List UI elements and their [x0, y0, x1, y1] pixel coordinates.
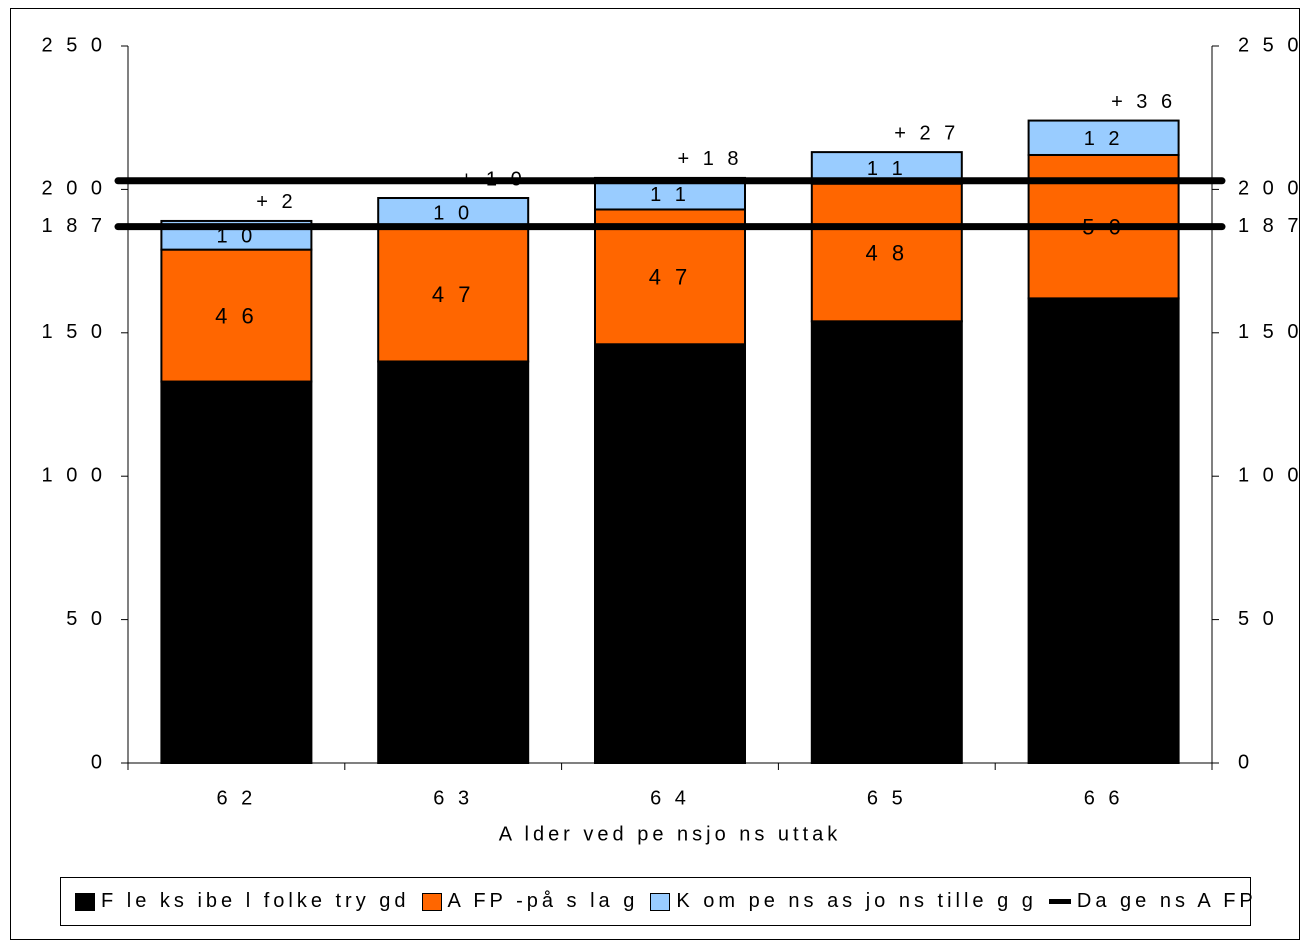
- y-tick-label-left: 1 5 0: [42, 321, 106, 343]
- bar-segment: [160, 380, 313, 764]
- bar-value-label: 4 7: [649, 265, 692, 290]
- y-tick-label-left: 0: [91, 751, 106, 773]
- bar-value-label: 1 4 6: [636, 541, 705, 566]
- x-tick-label: 6 3: [433, 787, 473, 809]
- legend-item-afp: A FP -på s la g: [421, 890, 639, 913]
- legend-swatch-black: [75, 892, 95, 911]
- bar-segment: [1027, 297, 1180, 764]
- y-tick-label-right-extra: 1 8 7: [1238, 215, 1302, 237]
- bar-value-label: 1 5 4: [852, 530, 921, 555]
- y-tick-label-right: 5 0: [1238, 608, 1278, 630]
- bar-value-label: 1 2: [1084, 128, 1124, 150]
- legend-label-kompensasjon: K om pe ns as jo ns tille g g: [676, 890, 1037, 912]
- legend-label-fleksibel: F le ks ibe l folke try gd: [101, 890, 410, 912]
- y-tick-label-left: 2 0 0: [42, 178, 106, 200]
- legend-item-dagens-afp: Da ge ns A FP: [1048, 890, 1257, 913]
- bar-value-label: 4 6: [215, 303, 258, 328]
- bar-value-label: 1 3 3: [202, 560, 271, 585]
- bar-diff-label: + 1 8: [677, 148, 742, 170]
- legend-item-fleksibel: F le ks ibe l folke try gd: [75, 890, 410, 913]
- y-tick-label-right: 2 5 0: [1238, 34, 1302, 56]
- bar-segment: [594, 343, 746, 764]
- y-tick-label-right: 2 0 0: [1238, 178, 1302, 200]
- bar-segment: [594, 208, 746, 346]
- bar-segment: [377, 225, 530, 363]
- x-axis-title: A lder ved pe nsjo ns uttak: [499, 823, 842, 845]
- legend-swatch-orange: [421, 892, 442, 911]
- legend-label-afp: A FP -på s la g: [447, 890, 639, 912]
- bar-value-label: 1 4 0: [419, 550, 488, 575]
- legend-item-kompensasjon: K om pe ns as jo ns tille g g: [650, 890, 1037, 913]
- y-tick-label-left: 1 0 0: [42, 464, 106, 486]
- chart-legend: F le ks ibe l folke try gd A FP -på s la…: [60, 877, 1253, 926]
- y-tick-label-right: 0: [1238, 751, 1253, 773]
- bar-value-label: 4 8: [866, 240, 909, 265]
- legend-swatch-blue: [650, 892, 671, 911]
- y-tick-label-right: 1 0 0: [1238, 464, 1302, 486]
- x-tick-label: 6 4: [650, 787, 690, 809]
- y-tick-label-left: 5 0: [66, 608, 106, 630]
- legend-label-dagens-afp: Da ge ns A FP: [1076, 890, 1257, 912]
- bar-value-label: 1 0: [433, 203, 473, 225]
- x-tick-label: 6 5: [867, 787, 907, 809]
- bar-segment: [377, 197, 530, 228]
- bar-value-label: 1 6 2: [1069, 519, 1138, 544]
- y-tick-label-left-extra: 1 8 7: [42, 215, 106, 237]
- bar-diff-label: + 3 6: [1111, 91, 1176, 113]
- bar-segment: [377, 360, 530, 764]
- legend-swatch-line: [1048, 899, 1071, 904]
- bar-segment: [810, 182, 963, 323]
- x-tick-label: 6 6: [1084, 787, 1124, 809]
- x-tick-label: 6 2: [216, 787, 256, 809]
- bar-segment: [1027, 119, 1180, 156]
- bar-diff-label: + 2: [256, 191, 296, 213]
- y-tick-label-right: 1 5 0: [1238, 321, 1302, 343]
- bar-value-label: 1 1: [650, 184, 690, 206]
- bar-value-label: 4 7: [432, 282, 475, 307]
- bar-value-label: 1 0: [216, 226, 256, 248]
- bar-value-label: 1 1: [867, 158, 907, 180]
- y-tick-label-left: 2 5 0: [42, 34, 106, 56]
- bar-segment: [810, 320, 963, 764]
- bar-diff-label: + 2 7: [894, 122, 959, 144]
